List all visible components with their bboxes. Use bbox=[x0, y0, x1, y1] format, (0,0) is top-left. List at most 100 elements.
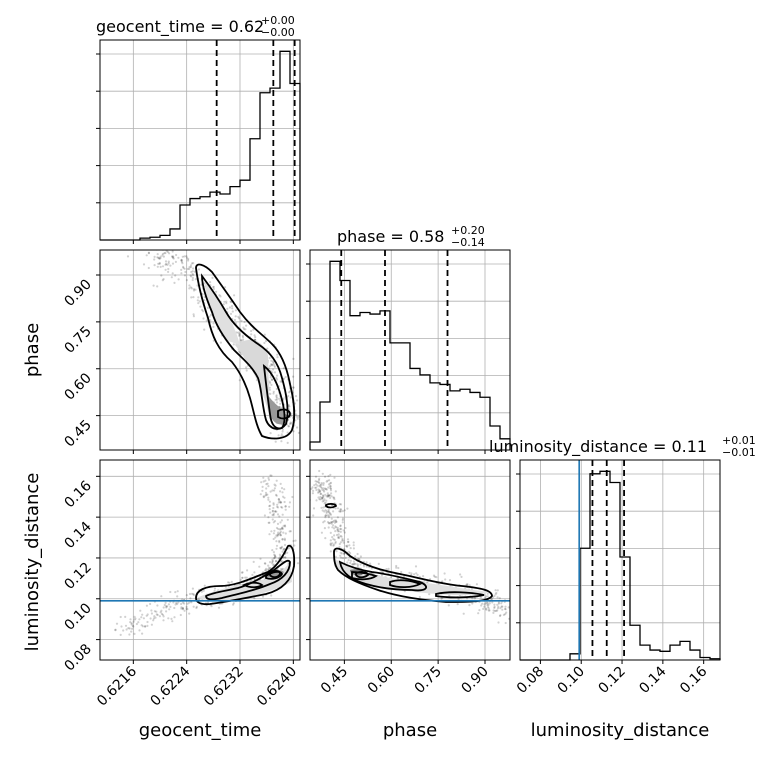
sample-point bbox=[288, 505, 291, 508]
y-tick-label: 0.45 bbox=[61, 417, 94, 450]
sample-point bbox=[507, 606, 510, 609]
sample-point bbox=[422, 575, 425, 578]
sample-point bbox=[180, 606, 183, 609]
sample-point bbox=[284, 505, 287, 508]
sample-point bbox=[280, 406, 284, 409]
sample-point bbox=[284, 525, 287, 528]
sample-point bbox=[277, 534, 280, 537]
quantile-lines bbox=[340, 250, 449, 450]
sample-point bbox=[201, 308, 204, 312]
sample-point bbox=[351, 563, 354, 566]
x-tick-label: 0.6240 bbox=[254, 664, 300, 710]
sample-point bbox=[311, 486, 314, 489]
sample-point bbox=[500, 602, 503, 605]
sample-point bbox=[284, 375, 287, 379]
sample-point bbox=[486, 602, 489, 605]
sample-point bbox=[208, 315, 211, 318]
sample-point bbox=[315, 499, 318, 502]
sample-point bbox=[465, 583, 468, 586]
sample-point bbox=[181, 607, 185, 610]
sample-point bbox=[341, 521, 344, 524]
sample-point bbox=[319, 495, 322, 499]
sample-point bbox=[278, 541, 281, 544]
sample-point bbox=[134, 617, 137, 620]
sample-point bbox=[342, 541, 345, 544]
sample-point bbox=[158, 262, 161, 265]
sample-point bbox=[498, 597, 501, 600]
sample-point bbox=[349, 552, 352, 555]
sample-point bbox=[239, 578, 242, 582]
grid bbox=[100, 460, 300, 660]
sample-point bbox=[356, 552, 359, 556]
sample-point bbox=[263, 341, 266, 345]
sample-point bbox=[504, 621, 507, 625]
sample-point bbox=[295, 413, 298, 416]
sample-point bbox=[269, 376, 272, 379]
sample-point bbox=[279, 501, 282, 504]
sample-point bbox=[354, 555, 357, 558]
sample-point bbox=[145, 254, 148, 257]
sample-point bbox=[324, 514, 327, 518]
sample-point bbox=[321, 472, 324, 475]
sample-point bbox=[339, 554, 342, 557]
sample-point bbox=[261, 595, 265, 598]
sample-point bbox=[245, 366, 248, 369]
sample-point bbox=[164, 601, 167, 605]
sample-point bbox=[253, 597, 256, 600]
sample-point bbox=[281, 550, 284, 553]
sample-point bbox=[339, 551, 342, 554]
sample-point bbox=[163, 252, 166, 255]
sample-point bbox=[159, 255, 162, 258]
sample-point bbox=[501, 605, 504, 608]
sample-point bbox=[493, 606, 496, 610]
sample-point bbox=[447, 604, 450, 607]
sample-point bbox=[322, 495, 325, 498]
sample-point bbox=[240, 339, 243, 342]
sample-point bbox=[380, 570, 383, 574]
sample-point bbox=[282, 367, 285, 370]
sample-point bbox=[140, 247, 142, 249]
sample-point bbox=[326, 479, 329, 482]
sample-point bbox=[317, 490, 320, 493]
sample-point bbox=[272, 503, 275, 506]
sample-point bbox=[182, 608, 185, 611]
sample-point bbox=[272, 551, 275, 554]
sample-point bbox=[327, 514, 330, 517]
sample-point bbox=[155, 610, 158, 613]
sample-point bbox=[328, 479, 331, 482]
sample-point bbox=[140, 624, 143, 627]
sample-point bbox=[400, 570, 403, 574]
sample-point bbox=[493, 605, 496, 608]
sample-point bbox=[238, 379, 241, 382]
sample-point bbox=[259, 493, 262, 496]
sample-point bbox=[471, 602, 474, 605]
sample-point bbox=[306, 487, 308, 489]
sample-point bbox=[320, 531, 323, 534]
sample-point bbox=[329, 496, 332, 499]
x-tick-label: 0.10 bbox=[555, 664, 588, 697]
sample-point bbox=[129, 618, 132, 621]
sample-point bbox=[493, 594, 496, 598]
sample-point bbox=[315, 488, 318, 492]
sample-point bbox=[162, 615, 165, 618]
sample-point bbox=[281, 428, 284, 431]
sample-point bbox=[191, 270, 194, 273]
sample-point bbox=[267, 485, 270, 488]
sample-point bbox=[340, 508, 343, 511]
sample-point bbox=[362, 565, 366, 568]
sample-point bbox=[190, 601, 193, 604]
sample-point bbox=[188, 284, 191, 287]
sample-point bbox=[212, 286, 215, 289]
sample-point bbox=[250, 579, 253, 582]
sample-point bbox=[195, 605, 198, 609]
sample-point bbox=[317, 488, 320, 491]
sample-point bbox=[473, 597, 476, 600]
sample-point bbox=[185, 279, 188, 282]
sample-point bbox=[504, 608, 507, 611]
contour-core bbox=[355, 571, 369, 579]
contour-inner bbox=[265, 570, 284, 580]
sample-point bbox=[267, 516, 270, 519]
sample-point bbox=[265, 487, 268, 490]
sample-point bbox=[496, 609, 499, 612]
sample-point bbox=[250, 333, 253, 336]
